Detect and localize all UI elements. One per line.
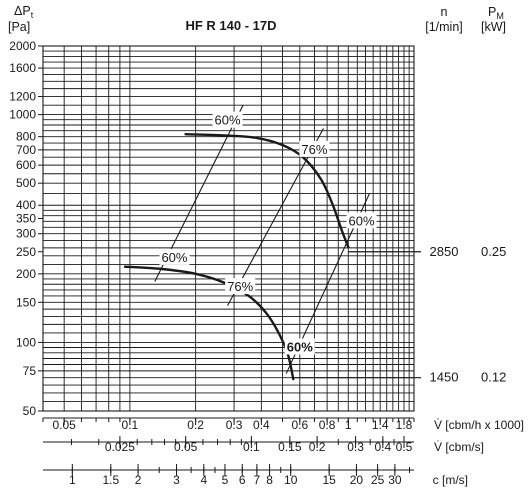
x-tick-label-1: 0.4 xyxy=(253,418,270,432)
x-tick-label-2: 0.5 xyxy=(396,440,413,454)
x-tick-label-1: 0.6 xyxy=(291,418,308,432)
plot-frame xyxy=(42,45,415,412)
efficiency-label-bg xyxy=(212,111,243,128)
x-tick-label-3: 7 xyxy=(254,473,261,487)
fan-curve-2850 xyxy=(184,133,350,249)
x-tick-label-2: 0.1 xyxy=(243,440,260,454)
x-tick-label-1: 1.8 xyxy=(396,418,413,432)
x-tick-label-3: 10 xyxy=(284,473,298,487)
x-axis-label-1: V̇ [cbm/h x 1000] xyxy=(434,418,524,432)
x-tick-label-3: 1.5 xyxy=(102,473,119,487)
x-tick-label-3: 15 xyxy=(322,473,336,487)
y-tick-label: 100 xyxy=(16,335,36,349)
x-tick-label-3: 4 xyxy=(200,473,207,487)
speed-unit: [1/min] xyxy=(425,20,463,34)
x-tick-label-2: 0.025 xyxy=(105,440,135,454)
efficiency-label: 60% xyxy=(161,250,187,265)
x-axis-label-2: V̇ [cbm/s] xyxy=(434,440,484,454)
fan-curve-1450 xyxy=(123,265,295,381)
x-tick-label-1: 1 xyxy=(345,418,352,432)
speed-header: n xyxy=(441,5,448,19)
x-tick-label-1: 0.2 xyxy=(187,418,204,432)
y-tick-label: 1200 xyxy=(9,90,36,104)
x-tick-label-3: 6 xyxy=(239,473,246,487)
x-tick-label-3: 2 xyxy=(135,473,142,487)
x-axis-label-3: c [m/s] xyxy=(433,473,468,487)
efficiency-labels: 60% 76% 60% 60% 76% 60% xyxy=(159,111,377,355)
x-tick-label-3: 1 xyxy=(69,473,76,487)
y-tick-label: 350 xyxy=(16,211,36,225)
y-tick-label: 75 xyxy=(23,364,37,378)
x-tick-label-2: 0.3 xyxy=(347,440,364,454)
x-tick-label-2: 0.15 xyxy=(278,440,302,454)
efficiency-label: 76% xyxy=(301,142,327,157)
x-axes: 0.05 0.1 0.2 0.3 0.4 0.6 0.8 1 1.4 1.8 V̇ [cbm/h x… xyxy=(42,417,524,487)
power-unit: [kW] xyxy=(481,20,506,34)
curve-speed-label: 2850 xyxy=(430,244,459,259)
x-tick-label-1: 0.3 xyxy=(226,418,243,432)
x-tick-label-1: 1.4 xyxy=(372,418,389,432)
x-tick-label-1: 0.8 xyxy=(319,418,336,432)
x-tick-label-3: 8 xyxy=(266,473,273,487)
x-tick-label-1: 0.05 xyxy=(52,418,76,432)
efficiency-label-bg xyxy=(346,212,377,229)
y-tick-label: 600 xyxy=(16,158,36,172)
x-tick-label-1: 0.1 xyxy=(122,418,139,432)
y-tick-label: 300 xyxy=(16,227,36,241)
efficiency-label: 76% xyxy=(227,279,253,294)
efficiency-label: 60% xyxy=(349,213,375,228)
power-header: PM xyxy=(488,5,504,21)
y-tick-label: 150 xyxy=(16,295,36,309)
y-axis-unit: [Pa] xyxy=(8,20,30,34)
y-axis-symbol: ΔPt xyxy=(14,4,34,20)
y-tick-label: 50 xyxy=(23,404,37,418)
y-tick-label: 700 xyxy=(16,143,36,157)
x-tick-label-2: 0.2 xyxy=(309,440,326,454)
y-tick-label: 2000 xyxy=(9,39,36,53)
y-tick-label: 500 xyxy=(16,176,36,190)
efficiency-line xyxy=(227,128,324,306)
efficiency-label-bg xyxy=(225,278,256,295)
curve-power-label: 0.12 xyxy=(481,370,506,385)
curve-speed-label: 1450 xyxy=(430,370,459,385)
x-tick-label-2: 0.05 xyxy=(174,440,198,454)
efficiency-label-bg xyxy=(159,248,190,265)
chart-title: HF R 140 - 17D xyxy=(185,18,276,33)
plot-grid xyxy=(42,45,415,412)
efficiency-label: 60% xyxy=(287,339,313,354)
x-tick-label-3: 30 xyxy=(388,473,402,487)
x-tick-label-3: 5 xyxy=(222,473,229,487)
x-tick-label-3: 20 xyxy=(350,473,364,487)
y-tick-label: 1000 xyxy=(9,108,36,122)
efficiency-label-bg xyxy=(299,140,330,157)
efficiency-label: 60% xyxy=(215,113,241,128)
curve-labels: 2850 0.25 1450 0.12 xyxy=(293,244,506,385)
y-tick-label: 200 xyxy=(16,267,36,281)
y-tick-label: 250 xyxy=(16,245,36,259)
y-tick-label: 1600 xyxy=(9,61,36,75)
x-tick-label-3: 3 xyxy=(173,473,180,487)
y-tick-label: 800 xyxy=(16,130,36,144)
curve-power-label: 0.25 xyxy=(481,244,506,259)
x-tick-label-2: 0.4 xyxy=(375,440,392,454)
y-tick-label: 400 xyxy=(16,198,36,212)
x-tick-label-3: 25 xyxy=(371,473,385,487)
efficiency-label-bg xyxy=(284,338,315,355)
